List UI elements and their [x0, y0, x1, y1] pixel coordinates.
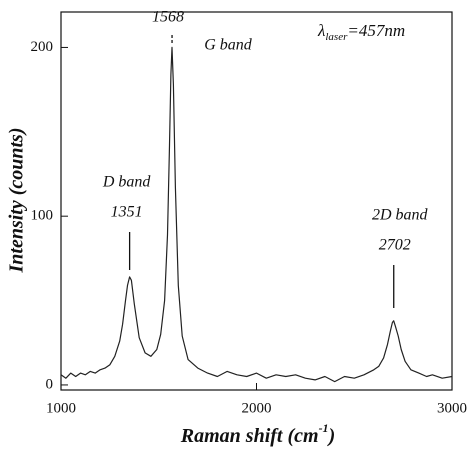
spectrum-line — [60, 46, 453, 383]
x-tick-label: 1000 — [46, 400, 76, 416]
x-axis-label: Raman shift (cm-1) — [180, 421, 335, 447]
annotation-value: 1351 — [111, 204, 143, 221]
laser-sub: laser — [325, 31, 348, 43]
laser-symbol: λ — [317, 21, 325, 40]
y-axis-label: Intensity (counts) — [6, 127, 28, 273]
plot-frame — [60, 11, 453, 391]
annotation-label: G band — [204, 37, 253, 54]
annotation-label: 2D band — [372, 207, 429, 224]
x-label-text: Raman shift (cm — [180, 425, 319, 447]
annotation-label: D band — [102, 174, 152, 191]
annotation-value: 2702 — [379, 237, 411, 254]
laser-label: λlaser=457nm — [317, 21, 405, 43]
x-tick-label: 3000 — [437, 400, 467, 416]
x-label-suffix: ) — [327, 425, 336, 447]
y-tick-label: 200 — [31, 39, 54, 55]
annotation-value: 1568 — [152, 9, 184, 26]
laser-text: =457nm — [347, 21, 405, 40]
y-tick-label: 100 — [31, 208, 54, 224]
x-label-sup: -1 — [319, 421, 329, 435]
y-tick-label: 0 — [46, 376, 54, 392]
x-tick-label: 2000 — [242, 400, 272, 416]
